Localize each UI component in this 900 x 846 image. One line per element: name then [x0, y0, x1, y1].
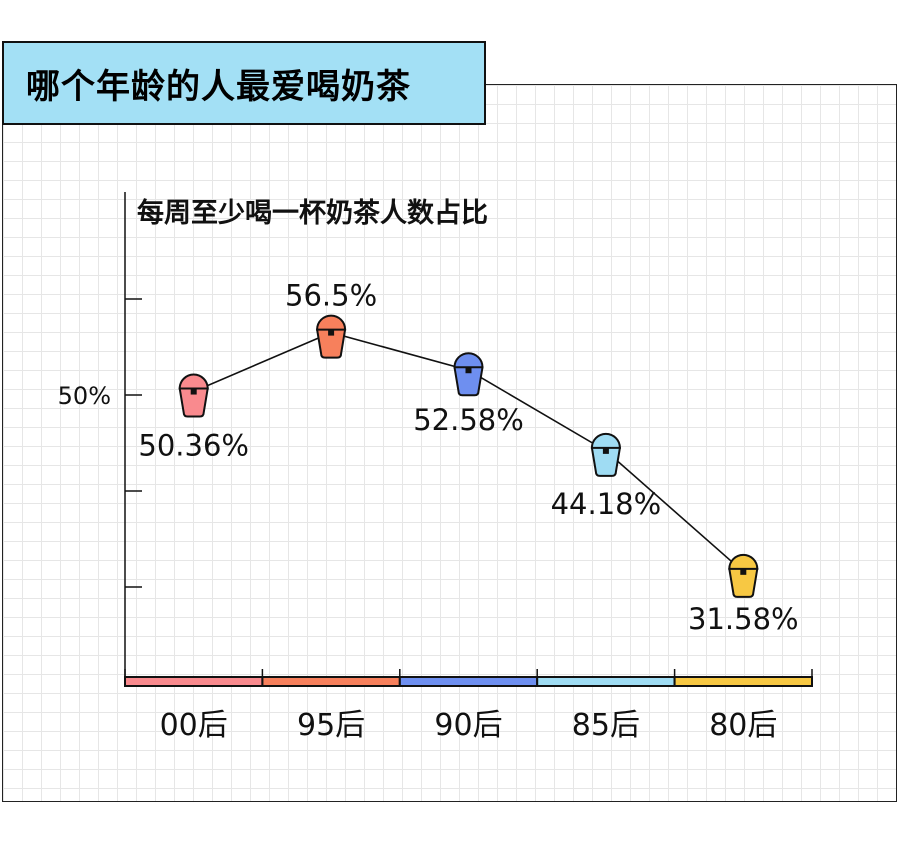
- data-point: [740, 568, 747, 575]
- page-title: 哪个年龄的人最爱喝奶茶: [26, 66, 411, 107]
- cup-marker: [590, 432, 621, 477]
- chart-title: 每周至少喝一杯奶茶人数占比: [137, 197, 488, 229]
- category-band: [261, 676, 401, 687]
- data-label: 50.36%: [138, 429, 249, 463]
- cup-body: [590, 432, 621, 477]
- x-tick-label: 80后: [709, 708, 777, 743]
- category-band: [673, 676, 813, 687]
- cup-marker: [453, 352, 484, 397]
- cup-body: [316, 314, 347, 359]
- cup-marker: [728, 553, 759, 598]
- data-point: [602, 447, 609, 454]
- category-band: [124, 676, 264, 687]
- category-band: [536, 676, 676, 687]
- x-tick-label: 90后: [434, 708, 502, 743]
- title-banner: 哪个年龄的人最爱喝奶茶: [2, 41, 486, 125]
- data-label: 52.58%: [413, 403, 524, 437]
- cup-body: [178, 373, 209, 418]
- data-point: [190, 388, 197, 395]
- cup-body: [453, 352, 484, 397]
- category-band: [398, 676, 539, 687]
- data-label: 31.58%: [688, 602, 799, 636]
- x-tick-label: 00后: [160, 708, 228, 743]
- data-point: [328, 329, 335, 336]
- y-tick-label: 50%: [58, 382, 111, 410]
- data-label: 56.5%: [285, 279, 377, 313]
- x-tick-label: 85后: [572, 708, 640, 743]
- x-tick-label: 95后: [297, 708, 365, 743]
- data-point: [465, 367, 472, 374]
- cup-marker: [178, 373, 209, 418]
- cup-marker: [316, 314, 347, 359]
- data-label: 44.18%: [551, 487, 662, 521]
- cup-body: [728, 553, 759, 598]
